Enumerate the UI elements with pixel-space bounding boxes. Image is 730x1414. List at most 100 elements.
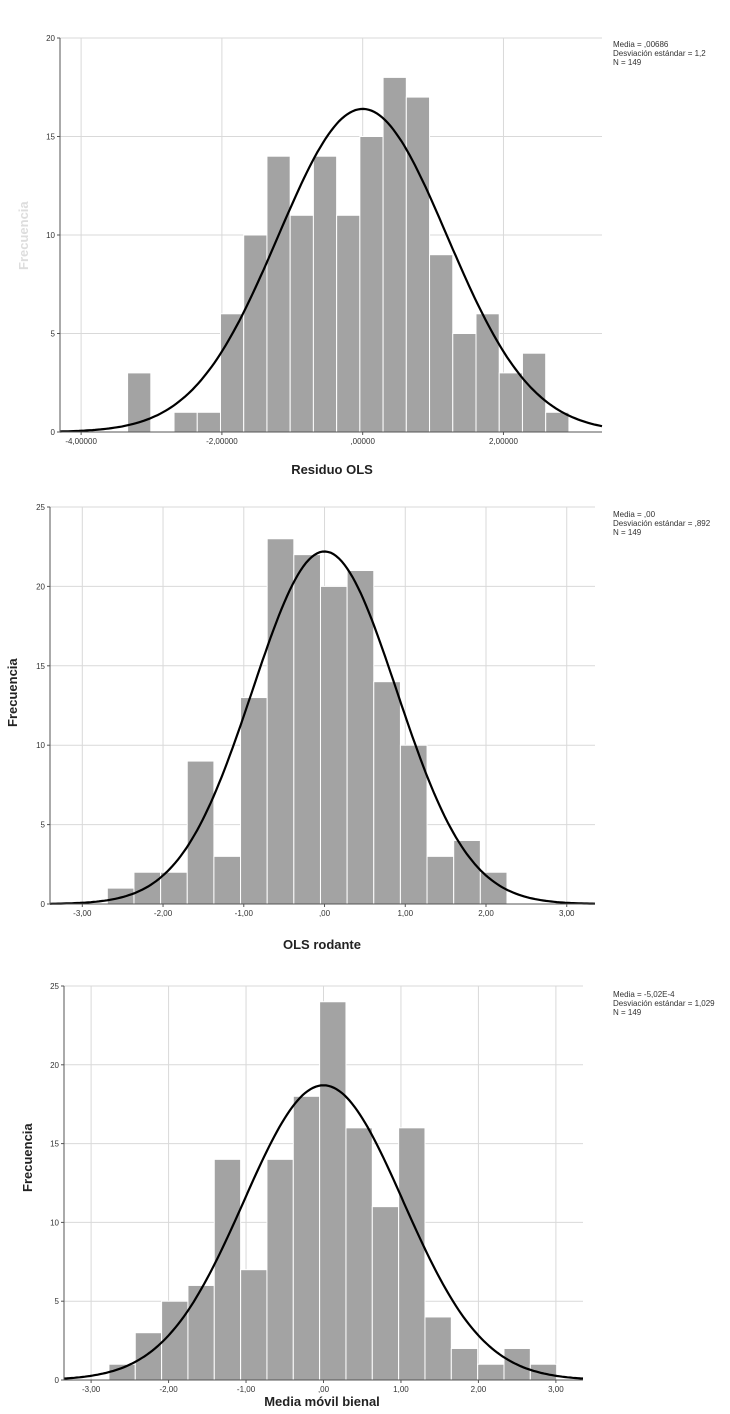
x-tick-label: 1,00 [393,1385,409,1394]
histogram-media-movil-bienal-svg: 0 5 10 15 20 25 -3,00 -2,00 -1,00 ,00 1,00 2,00 3,00 [50,982,584,1394]
stats-mean: Media = ,00686 [613,40,669,49]
histogram-bar [196,411,221,433]
histogram-bar [213,1158,242,1381]
x-tick-label: ,00 [319,909,331,918]
histogram-bar [106,887,135,905]
histogram-bar [371,1206,400,1381]
histogram-bar [319,585,348,905]
histogram-bar [453,839,481,905]
x-axis-label: Residuo OLS [291,462,373,477]
histogram-residuo-ols-svg: 0 5 10 15 20 -4,00000 -2,00000 ,00000 2,00000 [46,34,603,446]
stats-sd: Desviación estándar = 1,029 [613,999,715,1008]
y-tick-label: 20 [50,1061,59,1070]
histogram-bar [161,1300,189,1381]
histogram-bar [266,1158,294,1381]
histogram-bar [186,760,215,905]
y-tick-label: 0 [41,900,46,909]
histogram-bar [545,411,570,433]
normal-curve [49,550,596,905]
histogram-bar [289,214,314,433]
normal-curve [59,107,603,433]
histogram-bar [266,538,295,905]
x-axis-label: OLS rodante [282,937,361,952]
stats-mean: Media = -5,02E-4 [613,990,675,999]
x-tick-label: 3,00 [548,1385,564,1394]
histogram-bar [346,570,375,905]
stats-box: Media = -5,02E-4 Desviación estándar = 1… [613,990,715,1017]
histogram-bar [429,254,454,433]
histogram-ols-rodante: 0 5 10 15 20 25 -3,00 -2,00 -1,00 ,00 1,00 2,00 3,00… [0,480,730,960]
y-tick-label: 5 [41,821,46,830]
histogram-bar [160,871,188,905]
histogram-bar [173,411,198,433]
histogram-bar [399,744,428,905]
x-tick-label: ,00 [318,1385,330,1394]
histogram-bar [336,214,361,433]
histogram-bar [521,352,547,433]
x-axis-label: Media móvil bienal [264,1394,380,1409]
x-tick-label: 1,00 [397,909,413,918]
histogram-bar [240,697,268,905]
histogram-bar [243,234,268,433]
histogram-bar [345,1127,373,1381]
y-tick-label: 10 [46,231,55,240]
histogram-bar [424,1316,452,1381]
y-tick-label: 20 [46,34,55,43]
y-tick-label: 0 [55,1376,60,1385]
y-tick-label: 15 [50,1140,59,1149]
histogram-bar [498,372,523,433]
histogram-bar [359,136,384,433]
y-tick-label: 5 [55,1297,60,1306]
y-tick-label: 10 [50,1218,59,1227]
histogram-bar [477,1363,505,1381]
stats-box: Media = ,00686 Desviación estándar = 1,2… [613,40,706,67]
y-axis-label: Frecuencia [16,201,31,270]
histogram-residuo-ols: 0 5 10 15 20 -4,00000 -2,00000 ,00000 2,00000 Me… [0,0,730,480]
histogram-media-movil-bienal: 0 5 10 15 20 25 -3,00 -2,00 -1,00 ,00 1,00 2,00 3,00… [0,960,730,1414]
x-tick-label: -1,00 [237,1385,256,1394]
x-tick-label: -3,00 [82,1385,101,1394]
y-tick-label: 5 [51,330,56,339]
x-tick-label: -2,00 [159,1385,178,1394]
histogram-bar [398,1127,426,1381]
normal-curve [63,1084,584,1380]
histogram-bar [475,313,500,433]
histogram-ols-rodante-svg: 0 5 10 15 20 25 -3,00 -2,00 -1,00 ,00 1,00 2,00 3,00 [36,503,596,918]
histogram-bar [426,855,455,905]
y-tick-label: 20 [36,582,45,591]
histogram-bar [373,681,401,905]
histogram-bar [266,155,291,433]
histogram-bar [452,333,477,433]
x-tick-label: -2,00 [154,909,173,918]
stats-box: Media = ,00 Desviación estándar = ,892 N… [613,510,710,537]
histogram-bar [240,1269,268,1381]
histogram-bar [319,1001,347,1381]
x-tick-label: -2,00000 [206,437,238,446]
x-tick-label: 2,00 [478,909,494,918]
y-tick-label: 15 [46,133,55,142]
y-tick-label: 0 [51,428,56,437]
histogram-bar [312,155,338,433]
histogram-bar [292,1095,321,1381]
histogram-bar [134,1332,163,1381]
x-tick-label: 2,00000 [489,437,518,446]
y-tick-label: 25 [50,982,59,991]
histogram-bar [219,313,245,433]
y-tick-label: 10 [36,741,45,750]
y-tick-label: 25 [36,503,45,512]
histogram-bar [293,554,321,905]
stats-sd: Desviación estándar = 1,2 [613,49,706,58]
x-tick-label: 2,00 [471,1385,487,1394]
y-axis-label: Frecuencia [5,658,20,727]
histogram-bar [450,1347,479,1381]
stats-n: N = 149 [613,528,642,537]
stats-n: N = 149 [613,1008,642,1017]
y-tick-label: 15 [36,662,45,671]
histogram-bar [213,855,242,905]
x-tick-label: ,00000 [350,437,375,446]
stats-sd: Desviación estándar = ,892 [613,519,711,528]
x-tick-label: -3,00 [73,909,92,918]
x-tick-label: 3,00 [559,909,575,918]
stats-n: N = 149 [613,58,642,67]
histogram-bar [187,1284,215,1381]
